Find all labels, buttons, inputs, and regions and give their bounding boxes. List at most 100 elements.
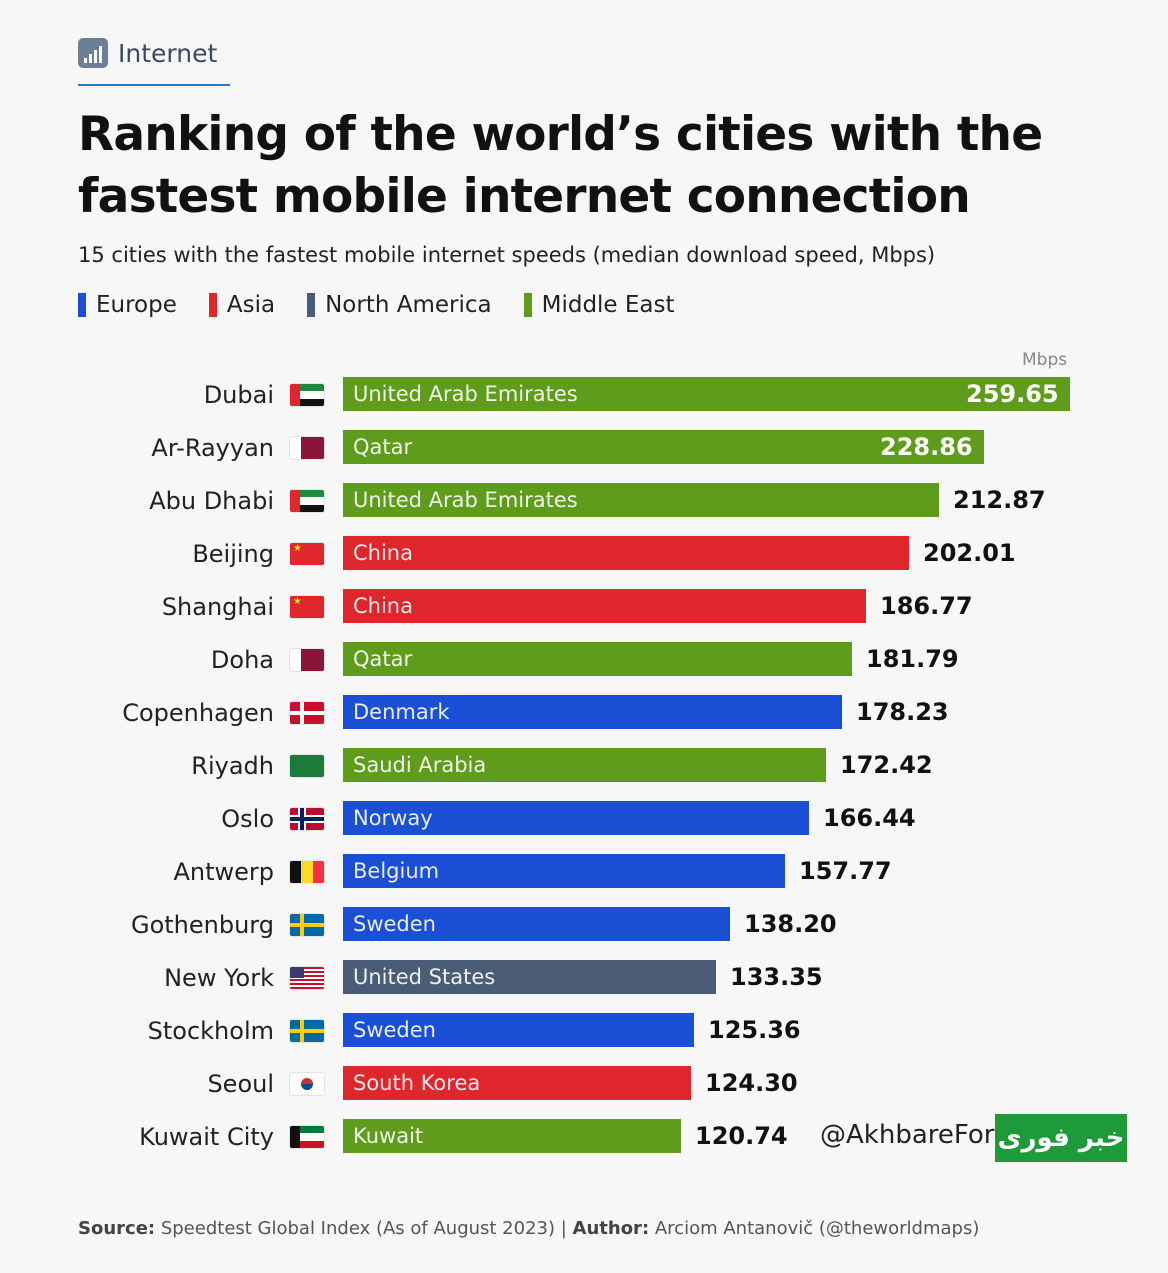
unit-label: Mbps [1022, 350, 1068, 370]
city-label: Kuwait City [139, 1123, 274, 1151]
city-label: Shanghai [161, 593, 274, 621]
city-label: Stockholm [147, 1017, 274, 1045]
author-label: Author: [572, 1218, 650, 1239]
city-label: Antwerp [173, 858, 274, 886]
country-label: Belgium [353, 859, 440, 883]
value-label: 125.36 [708, 1016, 801, 1044]
korea-flag-icon [290, 1073, 324, 1095]
norway-flag-icon [290, 808, 324, 830]
country-label: United States [353, 965, 496, 989]
qatar-flag-icon [290, 437, 324, 459]
legend-label: Middle East [541, 292, 675, 318]
country-label: Kuwait [353, 1124, 424, 1148]
value-label: 259.65 [966, 380, 1059, 408]
country-label: Sweden [353, 1018, 436, 1042]
legend-label: Asia [226, 292, 276, 318]
city-label: Oslo [221, 805, 274, 833]
usa-flag-icon [290, 967, 324, 989]
bar: China [343, 589, 866, 623]
city-label: Dubai [203, 381, 274, 409]
bar: Kuwait [343, 1119, 681, 1153]
watermark-handle: @AkhbareFori [820, 1120, 1002, 1150]
bar: United States [343, 960, 716, 994]
country-label: Denmark [353, 700, 450, 724]
legend-label: Europe [96, 292, 177, 318]
country-label: United Arab Emirates [353, 382, 578, 406]
country-label: Qatar [353, 435, 413, 459]
city-label: Copenhagen [122, 699, 274, 727]
bar: Sweden [343, 1013, 694, 1047]
bar-row: Antwerp Belgium 157.77 [0, 854, 1168, 890]
country-label: United Arab Emirates [353, 488, 578, 512]
china-flag-icon: ★ [290, 543, 324, 565]
legend: Europe Asia North America Middle East [78, 292, 675, 318]
legend-item-asia: Asia [208, 292, 276, 318]
legend-label: North America [325, 292, 492, 318]
city-label: Gothenburg [130, 911, 274, 939]
bar-row: Riyadh Saudi Arabia 172.42 [0, 748, 1168, 784]
value-label: 212.87 [953, 486, 1046, 514]
country-label: Norway [353, 806, 433, 830]
city-label: Doha [210, 646, 274, 674]
chart-title: Ranking of the world’s cities with the f… [78, 107, 1043, 224]
bar-row: Shanghai ★ China 186.77 [0, 589, 1168, 625]
value-label: 120.74 [695, 1122, 788, 1150]
legend-item-middle-east: Middle East [523, 292, 675, 318]
legend-swatch [523, 293, 532, 317]
category-underline [78, 84, 230, 86]
bar-row: Beijing ★ China 202.01 [0, 536, 1168, 572]
uae-flag-icon [290, 384, 324, 406]
sweden-flag-icon [290, 914, 324, 936]
legend-swatch [307, 293, 316, 317]
source-footer: Source: Speedtest Global Index (As of Au… [78, 1218, 979, 1239]
bar-row: Gothenburg Sweden 138.20 [0, 907, 1168, 943]
bar: South Korea [343, 1066, 691, 1100]
qatar-flag-icon [290, 649, 324, 671]
bar-row: Kuwait City Kuwait 120.74 [0, 1119, 1168, 1155]
bar-row: Ar-Rayyan Qatar 228.86 [0, 430, 1168, 466]
bar-row: New York United States 133.35 [0, 960, 1168, 996]
city-label: Abu Dhabi [149, 487, 274, 515]
value-label: 124.30 [705, 1069, 798, 1097]
china-flag-icon: ★ [290, 596, 324, 618]
denmark-flag-icon [290, 702, 324, 724]
source-text: Speedtest Global Index (As of August 202… [155, 1218, 573, 1239]
city-label: Ar-Rayyan [151, 434, 274, 462]
bar: United Arab Emirates [343, 377, 1070, 411]
bar: Qatar [343, 430, 984, 464]
bar: Belgium [343, 854, 785, 888]
city-label: Riyadh [191, 752, 274, 780]
value-label: 202.01 [923, 539, 1016, 567]
value-label: 166.44 [823, 804, 916, 832]
value-label: 138.20 [744, 910, 837, 938]
value-label: 133.35 [730, 963, 823, 991]
bar-row: Copenhagen Denmark 178.23 [0, 695, 1168, 731]
source-label: Source: [78, 1218, 156, 1239]
value-label: 181.79 [866, 645, 959, 673]
country-label: China [353, 594, 413, 618]
bar-row: Doha Qatar 181.79 [0, 642, 1168, 678]
value-label: 186.77 [880, 592, 973, 620]
city-label: Beijing [192, 540, 274, 568]
country-label: Saudi Arabia [353, 753, 487, 777]
bar: Denmark [343, 695, 842, 729]
kuwait-flag-icon [290, 1126, 324, 1148]
uae-flag-icon [290, 490, 324, 512]
legend-swatch [208, 293, 217, 317]
country-label: China [353, 541, 413, 565]
watermark-logo: خبر فوری [995, 1114, 1127, 1162]
legend-item-north-america: North America [307, 292, 492, 318]
bar: Qatar [343, 642, 852, 676]
sweden-flag-icon [290, 1020, 324, 1042]
category-label: Internet [118, 38, 218, 68]
bar: China [343, 536, 909, 570]
city-label: New York [164, 964, 274, 992]
bar: United Arab Emirates [343, 483, 939, 517]
legend-item-europe: Europe [78, 292, 177, 318]
value-label: 178.23 [856, 698, 949, 726]
bar-row: Stockholm Sweden 125.36 [0, 1013, 1168, 1049]
value-label: 157.77 [799, 857, 892, 885]
country-label: South Korea [353, 1071, 481, 1095]
bar: Sweden [343, 907, 730, 941]
bar: Saudi Arabia [343, 748, 826, 782]
